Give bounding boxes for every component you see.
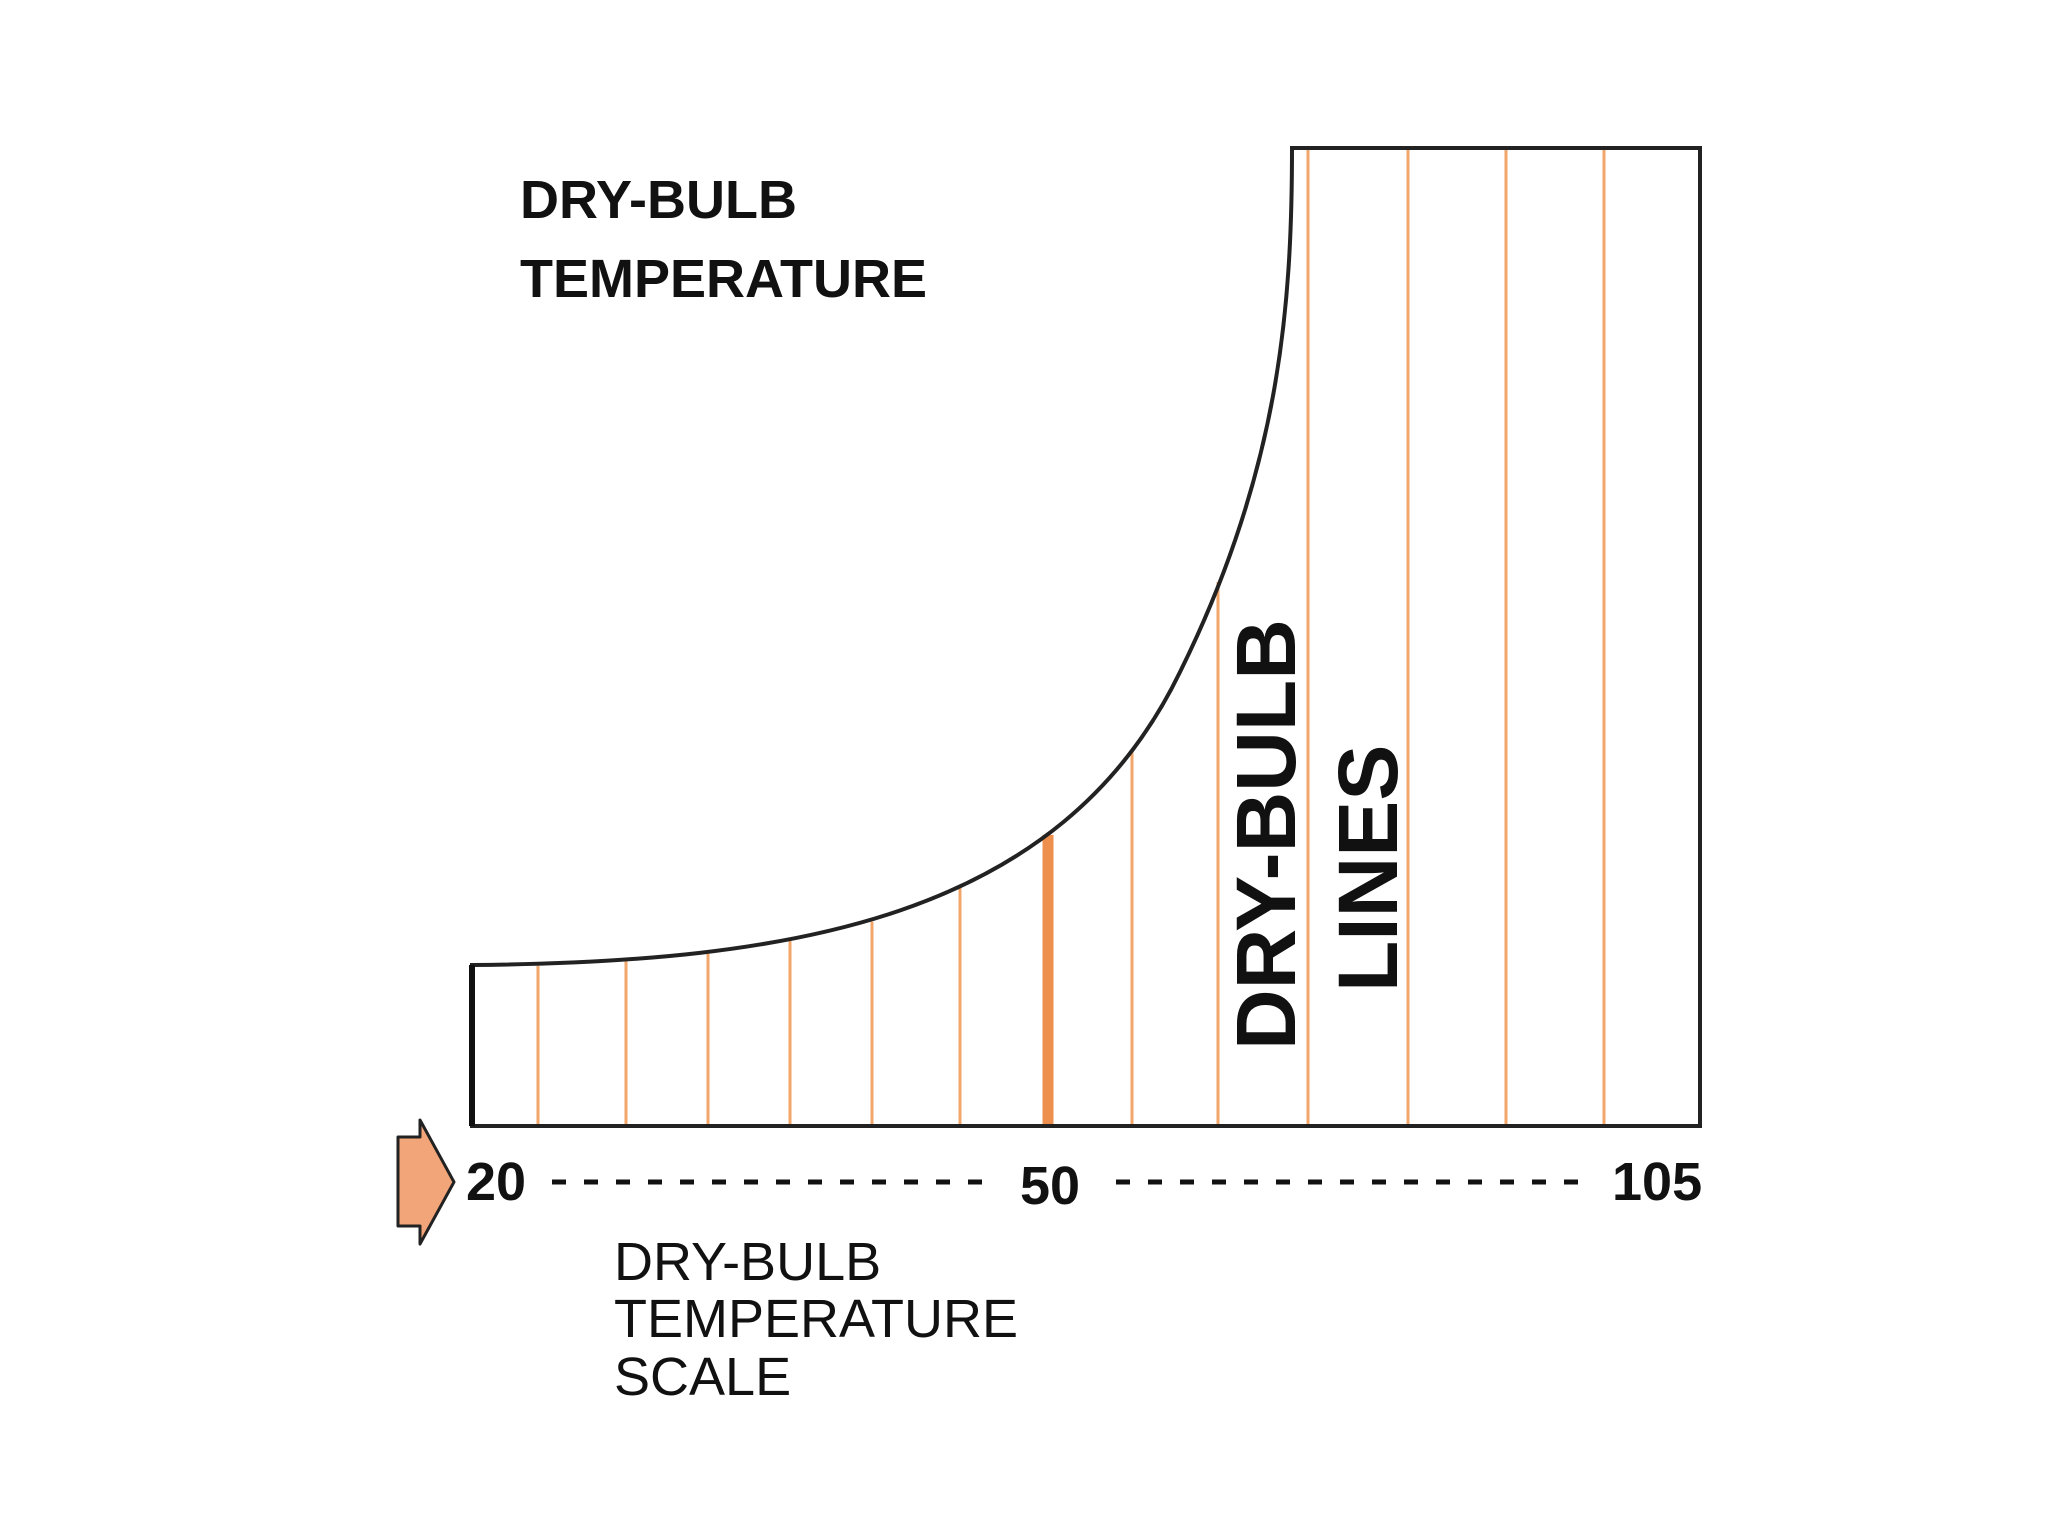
- scale-max-label: 105: [1612, 1152, 1702, 1212]
- heading-line-1: DRY-BULB: [520, 170, 797, 230]
- scale-mid-label: 50: [1020, 1156, 1080, 1216]
- side-label-line-2: LINES: [1321, 745, 1415, 992]
- scale-min-label: 20: [466, 1152, 526, 1212]
- chart-outline: [470, 146, 1702, 1128]
- dry-bulb-lines: [536, 150, 1606, 1126]
- scale-caption-line-1: DRY-BULB: [614, 1232, 881, 1292]
- heading-line-2: TEMPERATURE: [520, 249, 927, 309]
- scale-caption-line-3: SCALE: [614, 1347, 791, 1407]
- side-label-line-1: DRY-BULB: [1219, 619, 1313, 1050]
- scale-caption-line-2: TEMPERATURE: [614, 1289, 1018, 1349]
- arrow-right-icon: [396, 1118, 456, 1246]
